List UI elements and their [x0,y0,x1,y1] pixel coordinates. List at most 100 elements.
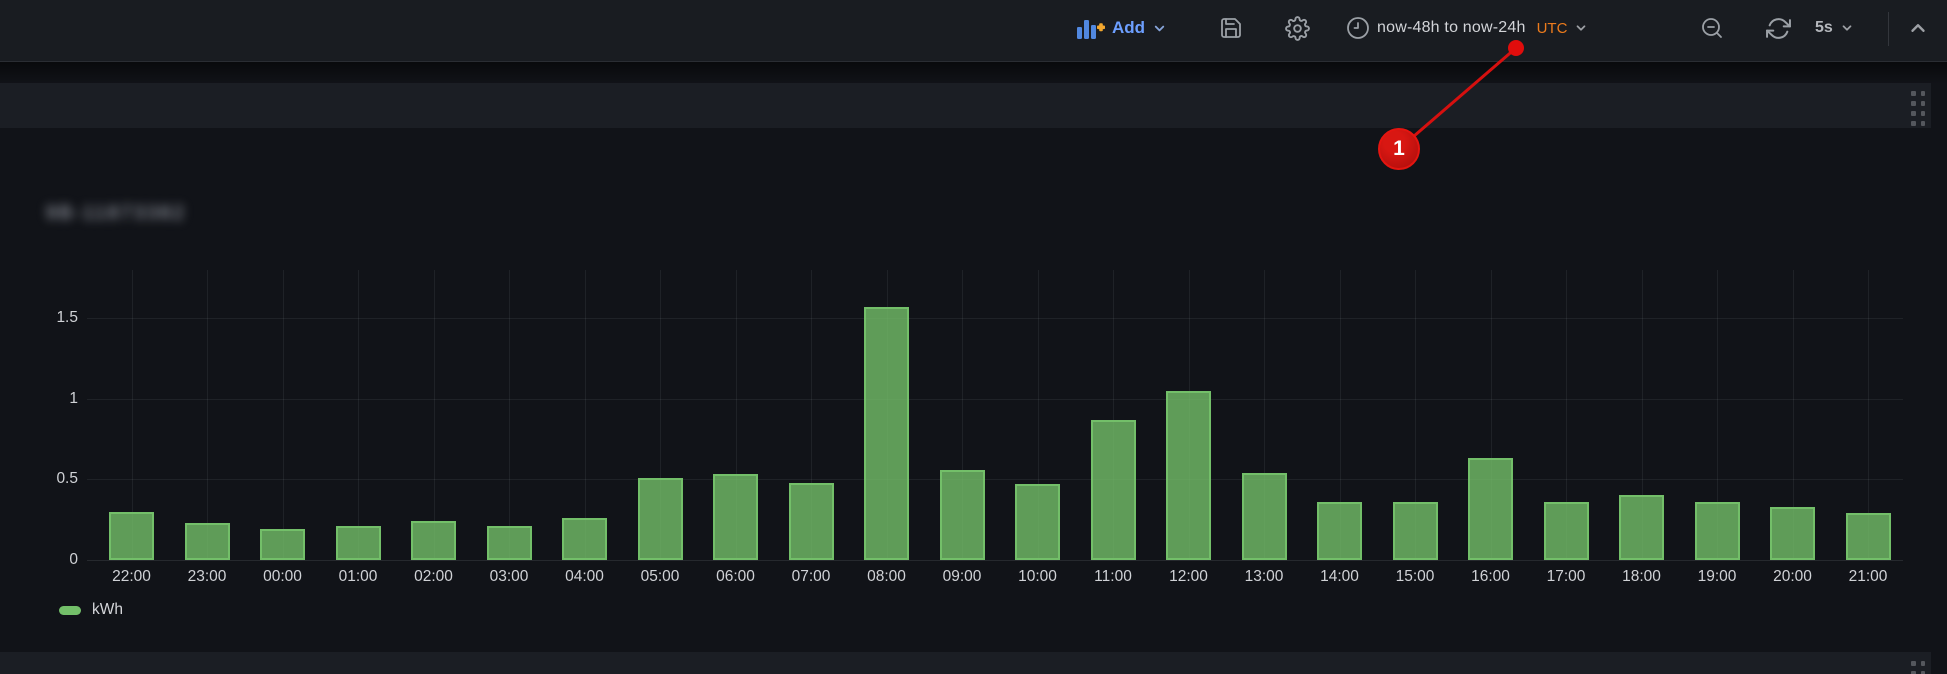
zoom-out-time-button[interactable] [1694,8,1730,48]
refresh-interval-label: 5s [1815,19,1833,36]
chart-bar-06:00 [713,474,758,560]
save-dashboard-button[interactable] [1213,8,1249,48]
chart-bar-11:00 [1090,419,1136,560]
y-axis-tick-label: 1.5 [56,308,78,326]
chart-bar-10:00 [1015,484,1060,560]
refresh-interval-dropdown[interactable]: 5s [1809,8,1860,48]
clock-icon [1347,17,1369,39]
dashboard-settings-button[interactable] [1279,8,1316,48]
x-gridline [811,270,812,560]
x-gridline [358,270,359,560]
x-axis-tick-label: 06:00 [716,568,755,585]
chart-bar-05:00 [637,477,683,560]
x-gridline [1113,270,1114,560]
chevron-down-icon [1842,25,1852,31]
x-axis-tick-label: 11:00 [1094,568,1132,585]
y-axis-tick-label: 1 [69,389,78,407]
y-gridline [87,560,1903,561]
chart-bar-17:00 [1543,501,1589,560]
chevron-down-icon [1577,25,1586,31]
x-axis-tick-label: 00:00 [263,568,302,585]
panel-title-redacted[interactable]: 9B-11873382 [46,203,187,224]
annotation-badge-1: 1 [1378,128,1420,170]
chart-bar-07:00 [788,482,834,560]
x-gridline [1037,270,1039,560]
x-gridline [1415,270,1416,560]
chart-bar-00:00 [260,529,305,560]
chart-bar-20:00 [1770,506,1815,560]
annotation-badge-label: 1 [1393,137,1405,160]
x-axis-tick-label: 14:00 [1320,568,1359,585]
panel-row-bottom [0,652,1931,674]
gear-icon [1285,15,1310,41]
timezone-label: UTC [1536,19,1568,37]
x-gridline [1264,270,1265,560]
x-axis-tick-label: 02:00 [414,568,453,585]
add-panel-icon [1077,20,1105,39]
x-axis-tick-label: 09:00 [942,568,982,585]
x-gridline [1868,270,1869,560]
x-gridline [584,270,586,560]
dashboard-toolbar: Add now-48h to now-24h UTC [0,0,1947,62]
x-axis-tick-label: 22:00 [112,568,151,585]
chart-bar-12:00 [1166,390,1211,560]
chart-bar-16:00 [1468,458,1513,560]
x-axis-tick-label: 19:00 [1697,568,1737,585]
toolbar-divider [1888,12,1889,46]
zoom-out-icon [1702,18,1722,38]
drag-handle-icon[interactable] [1911,661,1926,674]
save-icon [1221,18,1241,38]
x-gridline [735,270,737,560]
x-axis-tick-label: 04:00 [565,568,604,585]
chart-bar-08:00 [864,306,909,560]
x-gridline [131,270,133,560]
x-axis-tick-label: 07:00 [791,568,831,585]
x-axis-tick-label: 01:00 [338,568,378,585]
legend-item-kwh[interactable]: kWh [59,601,123,619]
x-axis-tick-label: 21:00 [1848,568,1888,585]
x-axis-tick-label: 08:00 [867,568,906,585]
refresh-icon [1766,17,1791,39]
chevron-down-icon [1154,25,1165,31]
x-gridline [660,270,661,560]
time-range-label: now-48h to now-24h [1377,19,1526,36]
x-gridline [433,270,435,560]
chart-bar-23:00 [184,522,230,560]
x-axis-tick-label: 03:00 [489,568,529,585]
chart-bar-13:00 [1241,472,1287,560]
x-axis-tick-label: 18:00 [1622,568,1661,585]
x-axis-tick-label: 12:00 [1169,568,1208,585]
x-gridline [1566,270,1567,560]
drag-handle-icon[interactable] [1911,91,1926,126]
x-axis-tick-label: 15:00 [1395,568,1435,585]
y-gridline [87,317,1903,319]
chart-bar-02:00 [411,521,456,560]
chevron-up-icon [1911,24,1925,32]
refresh-dashboard-button[interactable] [1760,8,1797,48]
chart-bar-03:00 [486,526,532,560]
x-axis-tick-label: 20:00 [1773,568,1812,585]
x-axis-tick-label: 05:00 [640,568,680,585]
time-range-picker[interactable]: now-48h to now-24h UTC [1340,8,1594,48]
add-button-label: Add [1112,18,1146,37]
y-axis-tick-label: 0 [69,551,78,568]
x-gridline [207,270,208,560]
x-axis-tick-label: 17:00 [1546,568,1586,585]
chart-bar-22:00 [109,511,154,560]
chart-bar-18:00 [1619,495,1664,560]
collapse-toolbar-button[interactable] [1901,8,1935,48]
x-gridline [962,270,963,560]
x-gridline [1717,270,1718,560]
add-panel-button[interactable]: Add [1070,8,1173,48]
chart-bar-09:00 [939,469,985,560]
x-gridline [1339,270,1341,560]
chart-bar-01:00 [335,526,381,560]
chart-bar-04:00 [562,518,607,560]
x-gridline [1792,270,1794,560]
x-axis-tick-label: 16:00 [1471,568,1510,585]
chart-bar-19:00 [1694,501,1740,560]
x-gridline [1641,270,1643,560]
y-gridline [87,479,1903,481]
